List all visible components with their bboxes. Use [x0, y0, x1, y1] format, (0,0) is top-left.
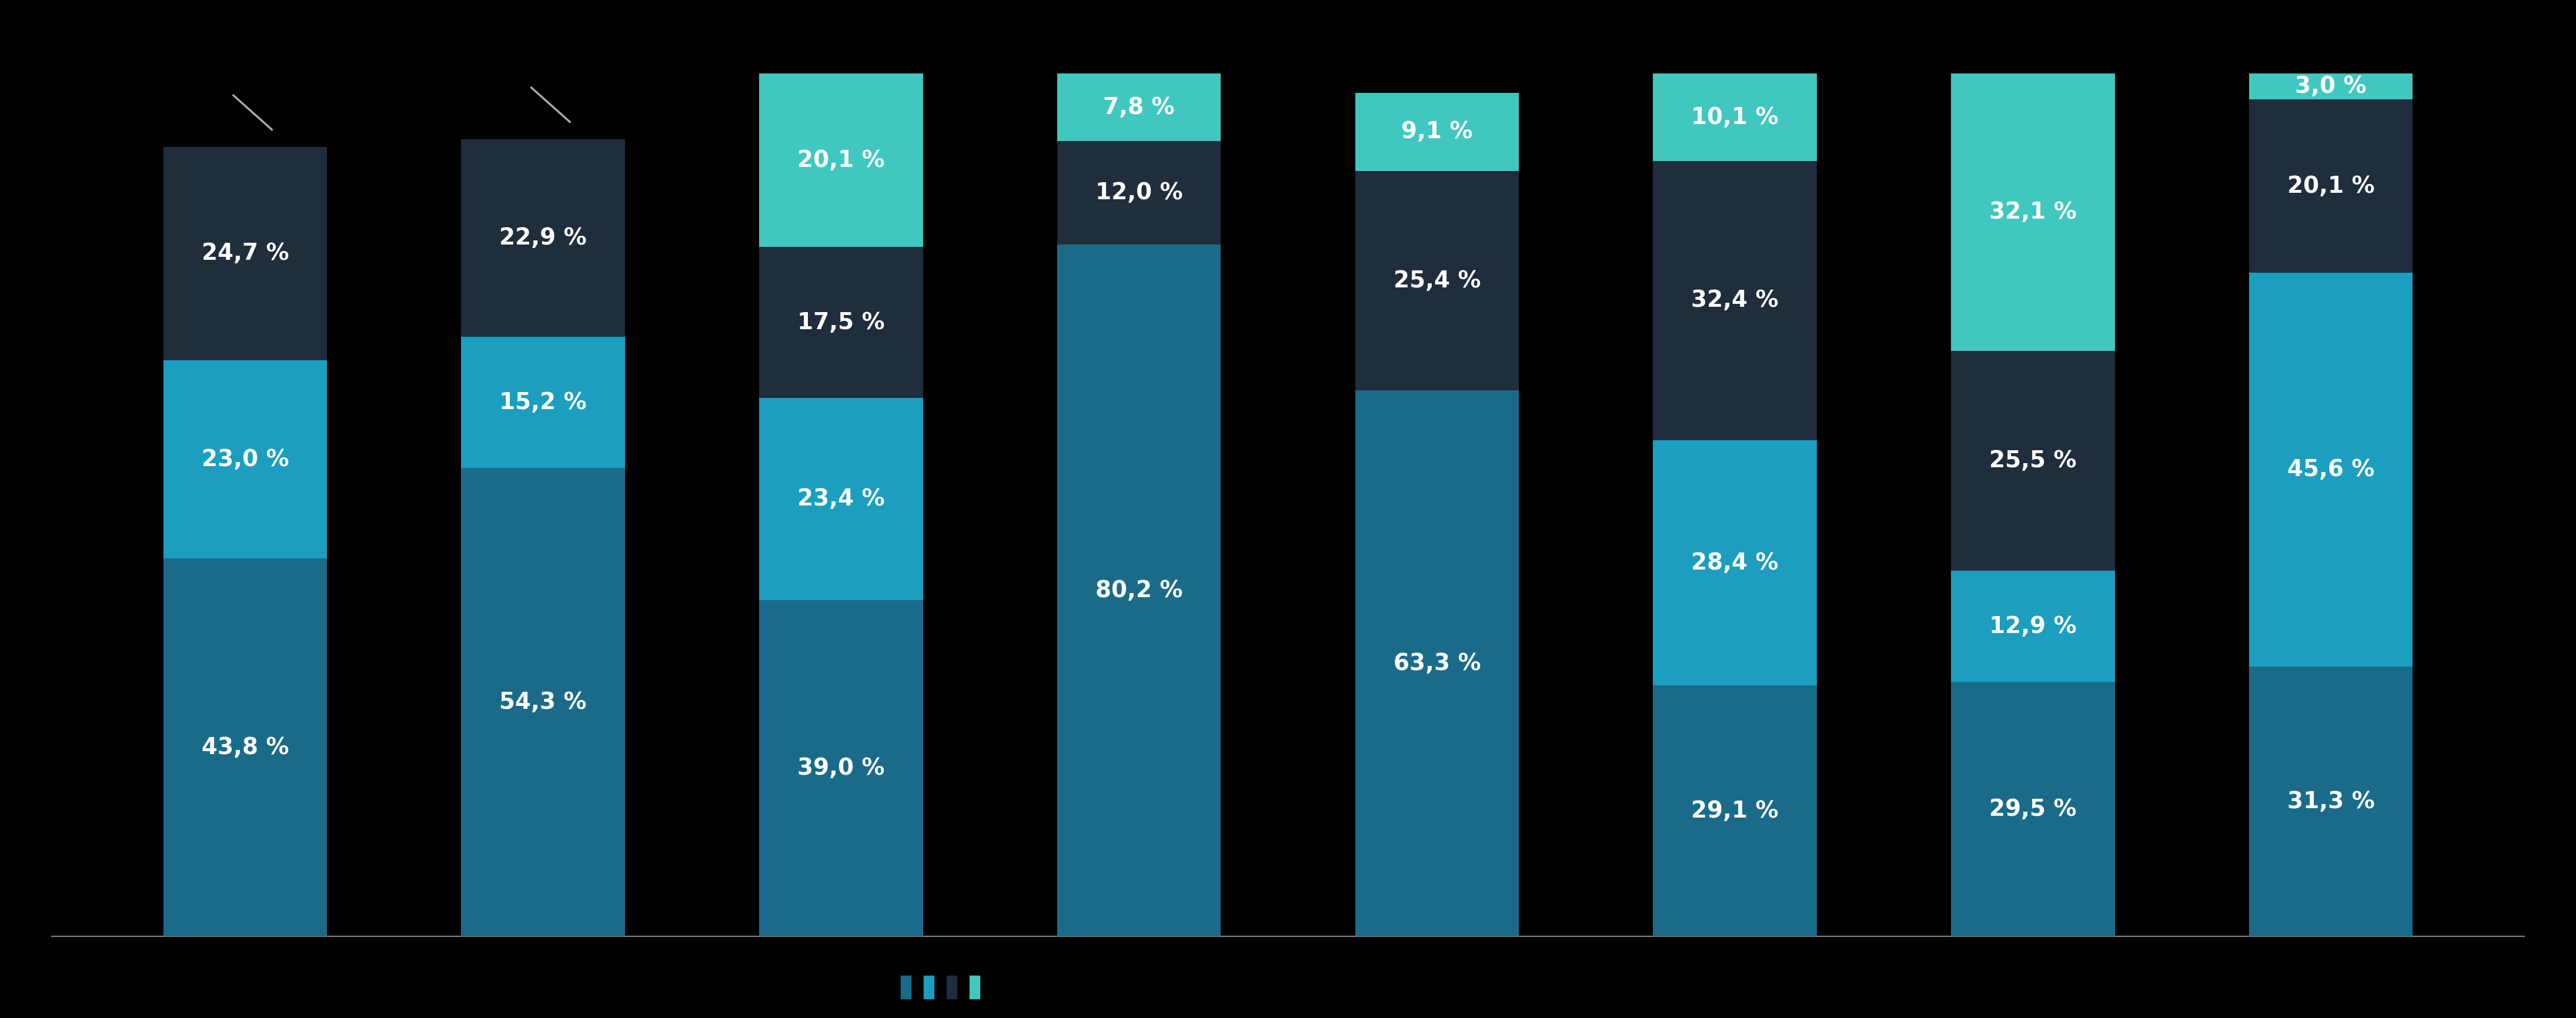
Bar — [1056, 73, 1221, 140]
Bar — [162, 147, 327, 360]
Text: 25,4 %: 25,4 % — [1394, 270, 1481, 292]
Bar — [162, 360, 327, 559]
Text: 10,1 %: 10,1 % — [1692, 106, 1777, 128]
Bar — [760, 247, 922, 398]
Bar — [461, 139, 626, 337]
Bar — [1654, 73, 1816, 161]
Text: 29,5 %: 29,5 % — [1989, 798, 2076, 821]
Bar — [1056, 140, 1221, 244]
Bar — [2249, 73, 2414, 100]
Text: 20,1 %: 20,1 % — [2287, 175, 2375, 197]
Bar — [1654, 441, 1816, 685]
Text: 63,3 %: 63,3 % — [1394, 653, 1481, 675]
Text: 39,0 %: 39,0 % — [799, 757, 884, 780]
Text: 15,2 %: 15,2 % — [500, 391, 587, 413]
Bar — [461, 337, 626, 468]
Text: 54,3 %: 54,3 % — [500, 691, 587, 714]
Bar — [461, 468, 626, 937]
Text: 17,5 %: 17,5 % — [799, 312, 884, 334]
Bar — [1950, 350, 2115, 571]
Text: 7,8 %: 7,8 % — [1103, 96, 1175, 118]
Text: 3,0 %: 3,0 % — [2295, 75, 2367, 98]
Legend: , , , : , , , — [894, 969, 989, 1006]
Bar — [1654, 161, 1816, 441]
Text: 22,9 %: 22,9 % — [500, 227, 587, 249]
Text: 23,4 %: 23,4 % — [799, 488, 884, 510]
Bar — [2249, 273, 2414, 667]
Bar — [2249, 100, 2414, 273]
Bar — [1355, 171, 1520, 390]
Bar — [2249, 667, 2414, 937]
Bar — [760, 73, 922, 247]
Text: 20,1 %: 20,1 % — [799, 150, 884, 172]
Text: 23,0 %: 23,0 % — [201, 448, 289, 470]
Text: 25,5 %: 25,5 % — [1989, 450, 2076, 472]
Text: 29,1 %: 29,1 % — [1692, 800, 1777, 823]
Text: 9,1 %: 9,1 % — [1401, 121, 1473, 144]
Bar — [760, 600, 922, 937]
Text: 45,6 %: 45,6 % — [2287, 458, 2375, 480]
Text: 80,2 %: 80,2 % — [1095, 579, 1182, 602]
Text: 31,3 %: 31,3 % — [2287, 790, 2375, 812]
Bar — [1056, 244, 1221, 937]
Text: 24,7 %: 24,7 % — [201, 242, 289, 265]
Bar — [1950, 682, 2115, 937]
Text: 28,4 %: 28,4 % — [1692, 552, 1777, 574]
Bar — [1950, 571, 2115, 682]
Bar — [760, 398, 922, 600]
Bar — [1355, 93, 1520, 171]
Text: 32,1 %: 32,1 % — [1989, 201, 2076, 223]
Bar — [1654, 685, 1816, 937]
Bar — [1950, 73, 2115, 350]
Bar — [1355, 390, 1520, 937]
Text: 12,9 %: 12,9 % — [1989, 615, 2076, 637]
Text: 32,4 %: 32,4 % — [1692, 289, 1777, 312]
Bar — [162, 559, 327, 937]
Text: 12,0 %: 12,0 % — [1095, 181, 1182, 204]
Text: 43,8 %: 43,8 % — [201, 736, 289, 758]
